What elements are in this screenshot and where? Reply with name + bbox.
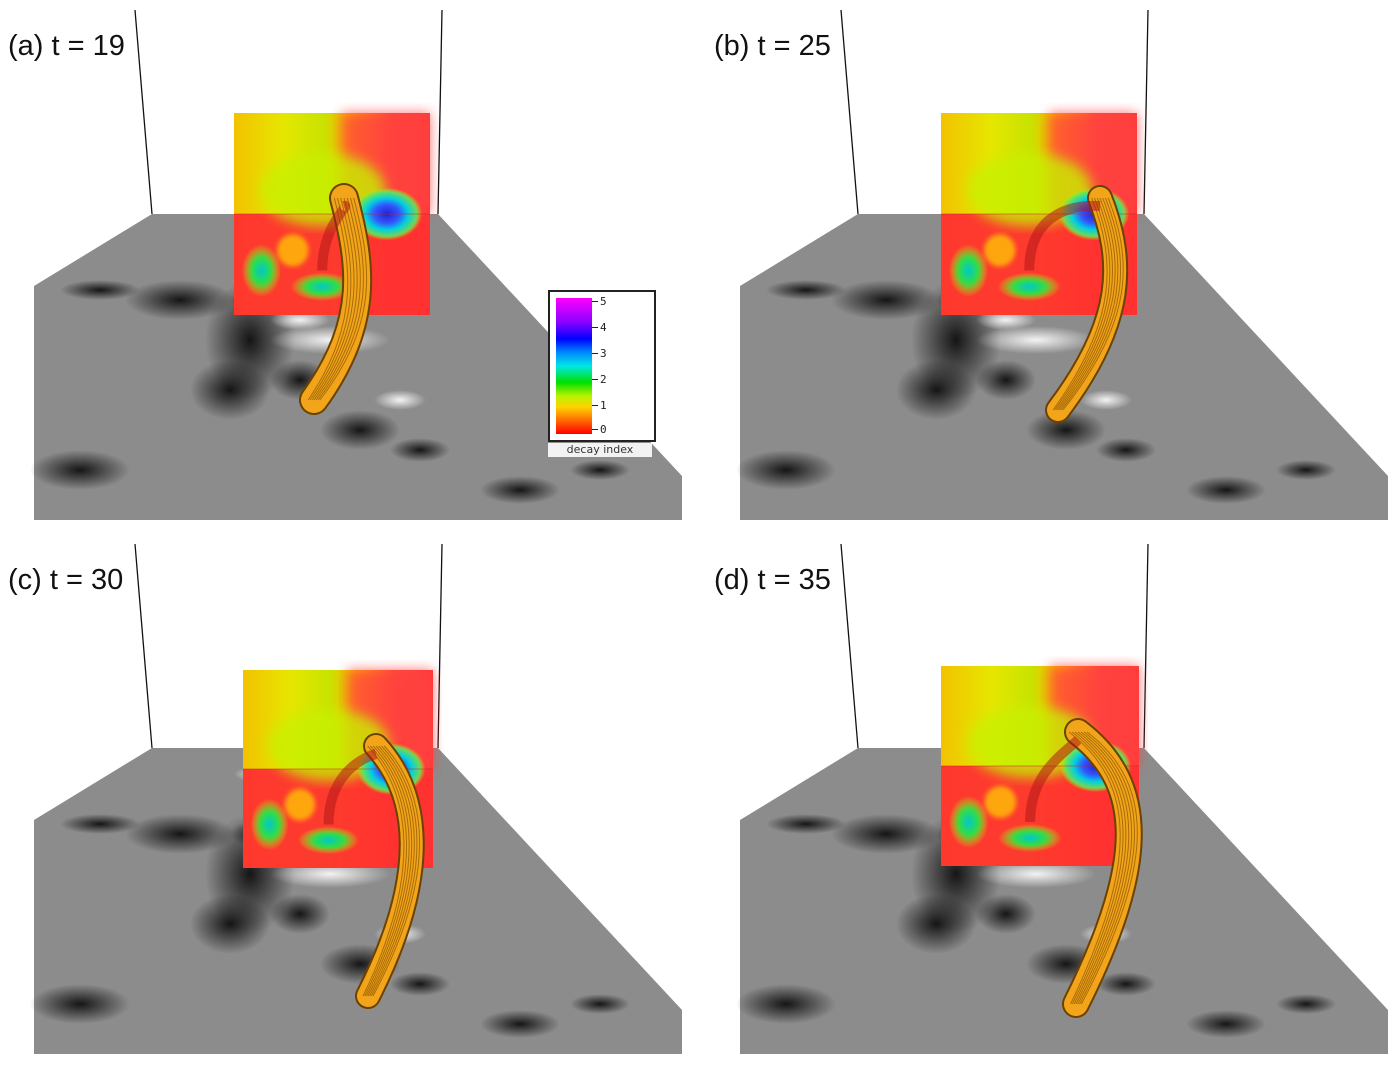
flux-rope	[323, 733, 425, 1009]
panel-a: (a) t = 19	[0, 0, 700, 534]
box-edge-right	[437, 9, 443, 215]
colorbar-tick-label: 2	[600, 373, 607, 386]
panel-label: (d) t = 35	[714, 564, 831, 596]
colorbar-tick-label: 4	[600, 321, 607, 334]
decay-index-slice	[234, 113, 430, 315]
box-edge-right	[437, 543, 443, 749]
colorbar-tick-label: 0	[600, 423, 607, 436]
render-3d	[30, 543, 682, 1054]
flux-rope	[1025, 718, 1143, 1018]
magnetogram-floor	[30, 214, 682, 520]
colorbar-tick-label: 3	[600, 347, 607, 360]
panel-label: (b) t = 25	[714, 30, 831, 62]
colorbar-tick-label: 5	[600, 295, 607, 308]
flux-rope	[299, 183, 373, 415]
colorbar-frame: 5 4 3 2 1 0	[548, 290, 656, 442]
box-edge-right	[1143, 9, 1149, 215]
box-edge-left	[840, 543, 859, 749]
colorbar-gradient	[556, 298, 592, 434]
box-edge-left	[840, 9, 859, 215]
panel-label: (a) t = 19	[8, 30, 125, 62]
panel-c: (c) t = 30	[0, 534, 700, 1068]
panel-d: (d) t = 35	[706, 534, 1399, 1068]
panel-label: (c) t = 30	[8, 564, 124, 596]
colorbar-tick-label: 1	[600, 399, 607, 412]
render-3d	[736, 543, 1388, 1054]
render-3d	[736, 9, 1388, 520]
box-edge-right	[1143, 543, 1149, 749]
colorbar-title: decay index	[548, 443, 652, 457]
panel-b: (b) t = 25	[706, 0, 1399, 534]
colorbar: 5 4 3 2 1 0 decay index	[548, 290, 656, 457]
render-3d	[30, 9, 682, 520]
box-edge-left	[134, 9, 153, 215]
flux-rope	[1024, 185, 1129, 423]
box-edge-left	[134, 543, 153, 749]
